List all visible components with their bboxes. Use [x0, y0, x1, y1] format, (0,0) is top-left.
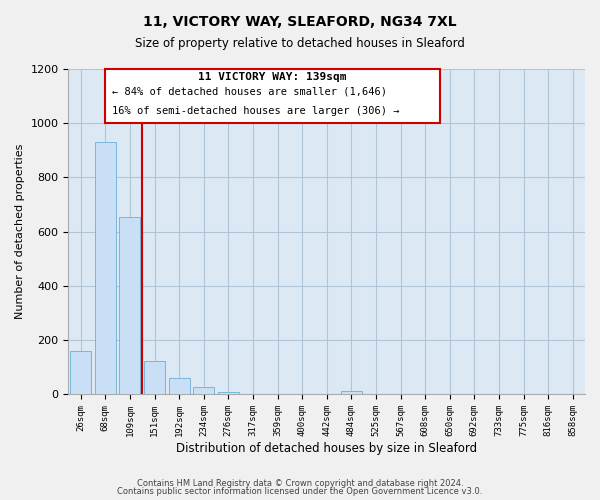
Bar — [95, 142, 116, 395]
Text: Contains public sector information licensed under the Open Government Licence v3: Contains public sector information licen… — [118, 488, 482, 496]
Text: 11 VICTORY WAY: 139sqm: 11 VICTORY WAY: 139sqm — [198, 72, 347, 83]
Text: Size of property relative to detached houses in Sleaford: Size of property relative to detached ho… — [135, 38, 465, 51]
Bar — [144, 360, 165, 394]
Bar — [193, 387, 214, 394]
Text: Contains HM Land Registry data © Crown copyright and database right 2024.: Contains HM Land Registry data © Crown c… — [137, 478, 463, 488]
Bar — [218, 392, 239, 394]
Bar — [341, 391, 362, 394]
X-axis label: Distribution of detached houses by size in Sleaford: Distribution of detached houses by size … — [176, 442, 477, 455]
FancyBboxPatch shape — [104, 69, 440, 122]
Bar — [119, 217, 140, 394]
Bar — [169, 378, 190, 394]
Y-axis label: Number of detached properties: Number of detached properties — [15, 144, 25, 320]
Text: 16% of semi-detached houses are larger (306) →: 16% of semi-detached houses are larger (… — [112, 106, 400, 116]
Bar — [70, 351, 91, 395]
Text: 11, VICTORY WAY, SLEAFORD, NG34 7XL: 11, VICTORY WAY, SLEAFORD, NG34 7XL — [143, 15, 457, 29]
Text: ← 84% of detached houses are smaller (1,646): ← 84% of detached houses are smaller (1,… — [112, 86, 388, 97]
